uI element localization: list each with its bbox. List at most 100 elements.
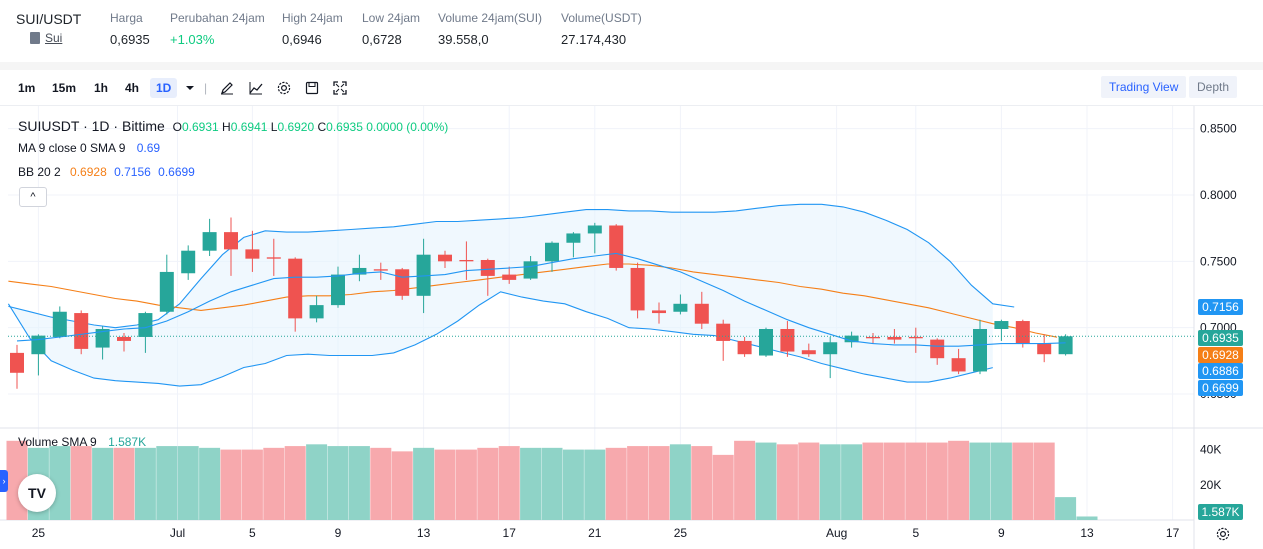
chevron-down-icon[interactable] [182,80,198,96]
volume-bar [712,454,734,520]
volume-bar [413,447,435,520]
trading-view-button[interactable]: Trading View [1101,76,1187,98]
volume-bar [498,446,520,520]
candle-body [10,352,24,373]
time-tick-label: Jul [170,526,185,540]
volume-bar [755,442,777,520]
legend-l-value: 0.6920 [277,120,315,134]
candle-body [181,250,196,274]
volume-bar [156,446,178,520]
volume-tick-label: 40K [1200,443,1221,457]
candle-body [930,339,945,359]
timeframe-1m-button[interactable]: 1m [18,81,36,95]
candle-body [887,336,902,340]
volume-bar [605,447,627,520]
candle-body [566,233,581,243]
candle-body [652,310,666,314]
candle-body [224,232,238,250]
timeframe-1d-button[interactable]: 1D [150,78,178,98]
save-icon[interactable] [304,80,320,96]
volume-bar [883,442,905,520]
legend-collapse-button[interactable]: ^ [19,187,47,207]
candle-body [908,336,923,339]
volume-bar [862,442,884,520]
candle-body [438,254,452,262]
legend-symbol-row: SUIUSDT · 1D · Bittime O0.6931 H0.6941 L… [18,118,448,134]
time-tick-label: 25 [32,526,46,540]
stat-value: 0,6935 [110,32,150,47]
volume-bar [306,444,328,520]
candle-body [609,225,624,268]
stat-high: High 24jam 0,6946 [282,11,343,47]
stat-label: Low 24jam [362,11,421,25]
candle-body [780,328,795,352]
legend-bb-basis: 0.6928 [70,165,107,179]
ma-price-tag: 0.6886 [1198,363,1243,379]
timeframe-1h-button[interactable]: 1h [94,81,109,95]
legend-bb-lower: 0.6699 [158,165,195,179]
legend-symbol: SUIUSDT · 1D · Bittime [18,118,165,134]
stat-value: 0,6728 [362,32,402,47]
bollinger-upper-line [8,203,1015,329]
stat-label: Perubahan 24jam [170,11,265,25]
legend-ohlc: O0.6931 H0.6941 L0.6920 C0.6935 0.0000 (… [173,120,449,134]
candle-body [266,257,281,259]
candle-body [459,259,474,262]
market-stats-bar: SUI/USDT Sui Harga 0,6935 Perubahan 24ja… [0,0,1263,62]
volume-bar [948,440,970,520]
timeframe-4h-button[interactable]: 4h [125,81,140,95]
candle-body [694,303,709,324]
volume-bar [691,446,713,520]
time-tick-label: 13 [1080,526,1094,540]
volume-bar [391,451,413,520]
price-tick-label: 0.8500 [1200,122,1237,136]
book-icon [30,32,40,44]
stat-label: Harga [110,11,143,25]
legend-ma-row[interactable]: MA 9 close 0 SMA 9 0.69 [18,141,160,155]
candle-body [202,232,217,251]
volume-bar [177,446,199,520]
legend-change: 0.0000 (0.00%) [366,120,449,134]
time-tick-label: 17 [503,526,517,540]
timeframe-15m-button[interactable]: 15m [52,81,77,95]
candle-body [823,342,838,355]
bollinger-band-fill [8,204,993,387]
volume-bar [1055,497,1077,520]
side-panel-handle[interactable]: › [0,470,8,492]
price-tick-label: 0.7500 [1200,254,1237,268]
volume-bar [776,444,798,520]
chart-area[interactable]: 0.85000.80000.75000.70000.650040K20K25Ju… [0,106,1263,549]
pair-sub-link[interactable]: Sui [30,31,81,45]
gear-icon[interactable] [276,80,292,96]
candle-body [331,274,345,306]
legend-bb-row[interactable]: BB 20 2 0.6928 0.7156 0.6699 [18,165,195,179]
depth-button[interactable]: Depth [1189,76,1238,98]
bb-basis-price-tag: 0.6928 [1198,347,1243,363]
ma-line [16,252,1066,347]
volume-bar [348,446,370,520]
indicator-icon[interactable] [248,80,264,96]
volume-bar [734,440,756,520]
candle-body [1015,321,1030,344]
volume-bar [263,447,285,520]
candle-body [309,305,324,319]
volume-price-tag: 1.587K [1198,504,1243,520]
bb-upper-price-tag: 0.7156 [1198,299,1243,315]
candle-body [245,249,260,259]
gear-icon[interactable] [1215,526,1231,542]
legend-volume-row[interactable]: Volume SMA 9 1.587K [18,435,146,449]
volume-bar [70,446,92,520]
pencil-icon[interactable] [219,80,235,96]
candle-body [416,254,431,296]
volume-bar [92,447,114,520]
fullscreen-icon[interactable] [332,80,348,96]
candle-body [844,335,859,343]
candle-body [716,323,731,341]
pair-name: SUI/USDT [16,11,82,27]
candle-body [630,267,645,311]
candlestick-chart[interactable]: 0.85000.80000.75000.70000.650040K20K25Ju… [0,106,1263,549]
volume-bar [798,442,820,520]
volume-bar [455,449,477,520]
volume-bar [1033,442,1055,520]
volume-bar [669,444,691,520]
